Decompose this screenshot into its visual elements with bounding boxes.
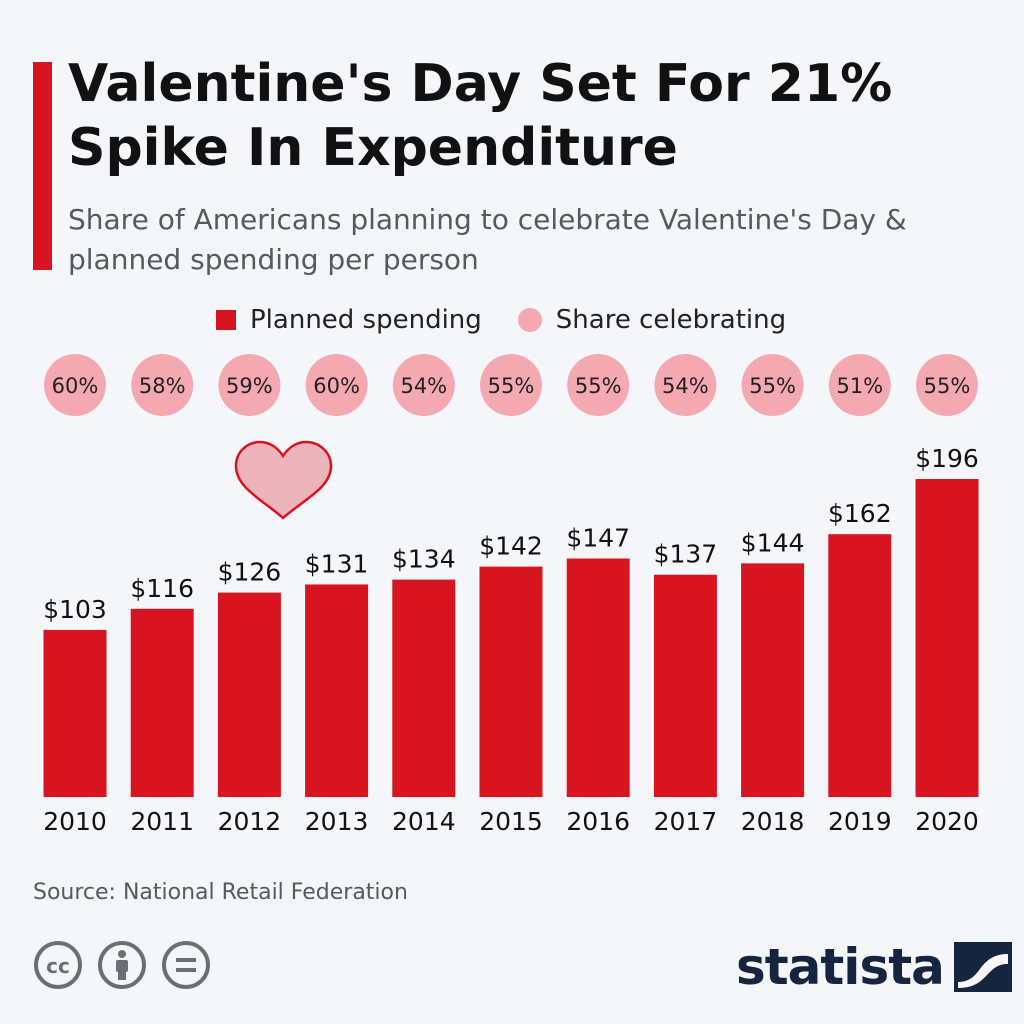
heart-icon [234, 440, 333, 520]
value-label-2010: $103 [43, 595, 107, 624]
legend-swatch-spending [216, 310, 236, 330]
attribution-icon [98, 941, 146, 989]
value-label-2013: $131 [305, 549, 369, 578]
title-accent-bar [33, 62, 52, 270]
share-label-2012: 59% [226, 374, 273, 398]
share-label-2013: 60% [313, 374, 360, 398]
chart-title: Valentine's Day Set For 21% Spike In Exp… [68, 54, 893, 178]
statista-logo: statista [736, 935, 1012, 999]
value-label-2018: $144 [741, 528, 805, 557]
value-label-2012: $126 [218, 558, 282, 587]
share-circle-2017 [654, 354, 717, 416]
share-circle-2013 [305, 354, 368, 416]
license-icons: cc [33, 940, 211, 990]
share-circle-2015 [480, 354, 542, 416]
share-label-2019: 51% [836, 374, 883, 398]
share-label-2016: 55% [575, 374, 622, 398]
legend-swatch-share [517, 308, 542, 332]
share-circles-group: 60% 58% 59% 60% 54% 55% 55% 54% 55% 51% 55% [44, 354, 978, 416]
value-label-2015: $142 [479, 532, 543, 561]
share-circle-2016 [567, 354, 630, 416]
legend-label-share: Share celebrating [555, 305, 787, 335]
share-label-2015: 55% [488, 374, 535, 398]
statista-logo-icon [953, 942, 1012, 992]
year-label-2013: 2013 [305, 807, 369, 836]
legend-label-spending: Planned spending [250, 305, 482, 335]
year-label-2019: 2019 [828, 807, 892, 836]
heart-decoration [234, 440, 333, 520]
year-label-2016: 2016 [566, 807, 630, 836]
bar-2011 [130, 608, 194, 797]
year-label-2017: 2017 [654, 807, 718, 836]
value-label-2020: $196 [915, 444, 979, 473]
bar-2010 [43, 629, 107, 797]
share-label-2017: 54% [662, 374, 709, 398]
bar-2020 [915, 479, 979, 797]
creative-commons-icon: cc [34, 941, 82, 989]
source-note: Source: National Retail Federation [33, 880, 408, 905]
share-label-2011: 58% [139, 374, 186, 398]
bar-2019 [828, 534, 892, 797]
svg-text:cc: cc [46, 954, 70, 978]
year-label-2018: 2018 [741, 807, 805, 836]
year-label-2015: 2015 [479, 807, 543, 836]
bar-2014 [392, 579, 456, 797]
spending-bars-group: $103 2010 $116 2011 $126 2012 $131 2013 $134 2014… [43, 444, 979, 836]
share-label-2010: 60% [52, 374, 99, 398]
share-circle-2020 [916, 354, 978, 416]
chart-subtitle: Share of Americans planning to celebrate… [68, 203, 907, 276]
year-label-2020: 2020 [915, 807, 979, 836]
year-label-2014: 2014 [392, 807, 456, 836]
value-label-2014: $134 [392, 545, 456, 574]
value-label-2011: $116 [130, 574, 194, 603]
share-circle-2019 [828, 354, 891, 416]
bar-2013 [305, 584, 369, 797]
share-circle-2012 [218, 354, 281, 416]
share-circle-2014 [392, 354, 455, 416]
bar-2018 [741, 563, 805, 797]
share-circle-2010 [44, 354, 106, 416]
share-label-2018: 55% [749, 374, 796, 398]
bar-2012 [217, 592, 281, 797]
bar-2017 [653, 574, 717, 797]
value-label-2019: $162 [828, 499, 892, 528]
share-circle-2011 [131, 354, 194, 416]
year-label-2010: 2010 [43, 807, 107, 836]
share-label-2014: 54% [400, 374, 447, 398]
share-circle-2018 [741, 354, 804, 416]
bar-2015 [479, 566, 543, 797]
brand-wordmark: statista [736, 938, 945, 996]
bar-2016 [566, 558, 630, 797]
value-label-2017: $137 [654, 540, 718, 569]
year-label-2012: 2012 [218, 807, 282, 836]
bar-chart: 60% 58% 59% 60% 54% 55% 55% 54% 55% 51% 55% $103 20… [43, 354, 979, 836]
no-derivatives-icon [162, 941, 210, 989]
legend: Planned spending Share celebrating [216, 300, 786, 340]
share-label-2020: 55% [924, 374, 971, 398]
value-label-2016: $147 [566, 524, 630, 553]
year-label-2011: 2011 [130, 807, 194, 836]
